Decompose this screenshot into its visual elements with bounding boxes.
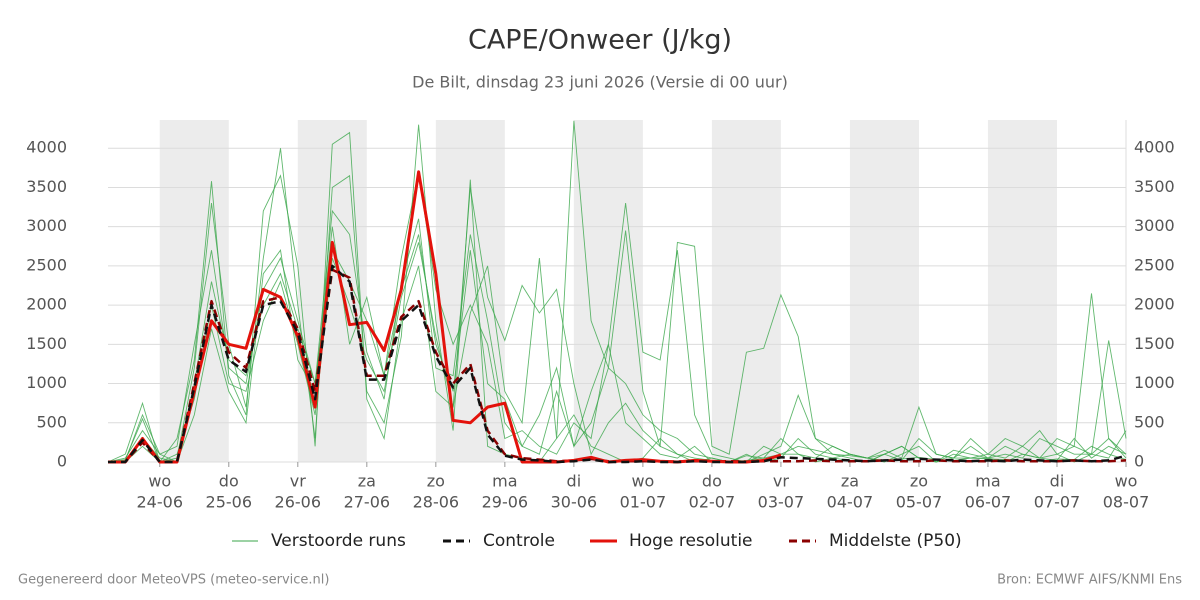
ensemble-line — [107, 131, 1127, 463]
legend-label: Verstoorde runs — [271, 531, 406, 551]
y-tick-label: 0 — [57, 452, 67, 471]
y2-tick-label: 3500 — [1134, 177, 1175, 196]
legend-label: Controle — [483, 531, 555, 551]
legend-label: Middelste (P50) — [829, 531, 962, 551]
y-tick-label: 2500 — [26, 255, 67, 274]
footer-right: Bron: ECMWF AIFS/KNMI Ens — [997, 573, 1182, 588]
x-tick-label: di — [1050, 472, 1065, 491]
y-tick-label: 500 — [36, 412, 67, 431]
y2-tick-label: 500 — [1134, 412, 1165, 431]
x-tick-date: 08-07 — [1103, 493, 1150, 512]
x-tick-date: 06-07 — [965, 493, 1012, 512]
day-band — [711, 120, 781, 462]
x-tick-label: zo — [427, 472, 445, 491]
y-tick-label: 4000 — [26, 138, 67, 157]
x-tick-date: 03-07 — [758, 493, 805, 512]
y2-tick-label: 0 — [1134, 452, 1144, 471]
day-band — [297, 120, 367, 462]
ensemble-line — [107, 203, 1127, 463]
x-tick-label: wo — [1115, 472, 1138, 491]
day-band — [435, 120, 505, 462]
y-tick-label: 1500 — [26, 334, 67, 353]
chart-title: CAPE/Onweer (J/kg) — [468, 25, 732, 56]
day-band — [849, 120, 919, 462]
x-tick-date: 02-07 — [689, 493, 736, 512]
x-tick-date: 04-07 — [827, 493, 874, 512]
day-band — [159, 120, 229, 462]
x-tick-label: zo — [910, 472, 928, 491]
y-tick-label: 1000 — [26, 373, 67, 392]
x-tick-date: 29-06 — [482, 493, 529, 512]
y2-tick-label: 1500 — [1134, 334, 1175, 353]
x-tick-date: 25-06 — [206, 493, 253, 512]
x-tick-date: 28-06 — [413, 493, 460, 512]
x-tick-label: za — [841, 472, 859, 491]
chart-subtitle: De Bilt, dinsdag 23 juni 2026 (Versie di… — [412, 73, 788, 92]
x-tick-label: ma — [492, 472, 517, 491]
y2-tick-label: 1000 — [1134, 373, 1175, 392]
x-tick-date: 07-07 — [1034, 493, 1081, 512]
footer-left: Gegenereerd door MeteoVPS (meteo-service… — [18, 573, 329, 588]
day-band — [987, 120, 1057, 462]
ensemble-line — [108, 120, 1127, 463]
x-tick-label: vr — [290, 472, 306, 491]
x-tick-date: 24-06 — [137, 493, 184, 512]
x-tick-label: wo — [148, 472, 171, 491]
x-tick-date: 26-06 — [275, 493, 322, 512]
y-tick-label: 3000 — [26, 216, 67, 235]
x-tick-label: do — [219, 472, 239, 491]
x-tick-label: ma — [975, 472, 1000, 491]
y2-tick-label: 3000 — [1134, 216, 1175, 235]
y-tick-label: 2000 — [26, 295, 67, 314]
y2-tick-label: 4000 — [1134, 138, 1175, 157]
y2-tick-label: 2000 — [1134, 295, 1175, 314]
x-tick-label: di — [567, 472, 582, 491]
y2-tick-label: 2500 — [1134, 255, 1175, 274]
y-tick-label: 3500 — [26, 177, 67, 196]
ensemble-line — [108, 171, 1127, 463]
day-band — [573, 120, 643, 462]
x-tick-label: za — [358, 472, 376, 491]
x-tick-label: vr — [773, 472, 789, 491]
x-tick-date: 27-06 — [344, 493, 391, 512]
x-tick-date: 30-06 — [551, 493, 598, 512]
legend-label: Hoge resolutie — [629, 531, 753, 551]
x-tick-date: 05-07 — [896, 493, 943, 512]
x-tick-date: 01-07 — [620, 493, 667, 512]
x-tick-label: do — [702, 472, 722, 491]
x-tick-label: wo — [631, 472, 654, 491]
